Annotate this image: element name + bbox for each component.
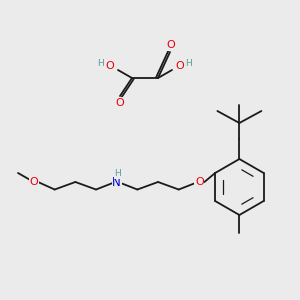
Text: O: O (195, 177, 204, 187)
Text: O: O (30, 177, 38, 187)
Text: O: O (167, 40, 176, 50)
Text: O: O (176, 61, 184, 71)
Text: O: O (116, 98, 124, 108)
Text: N: N (112, 176, 121, 188)
Text: H: H (98, 58, 104, 68)
Text: H: H (186, 58, 192, 68)
Text: H: H (114, 169, 121, 178)
Text: O: O (106, 61, 114, 71)
